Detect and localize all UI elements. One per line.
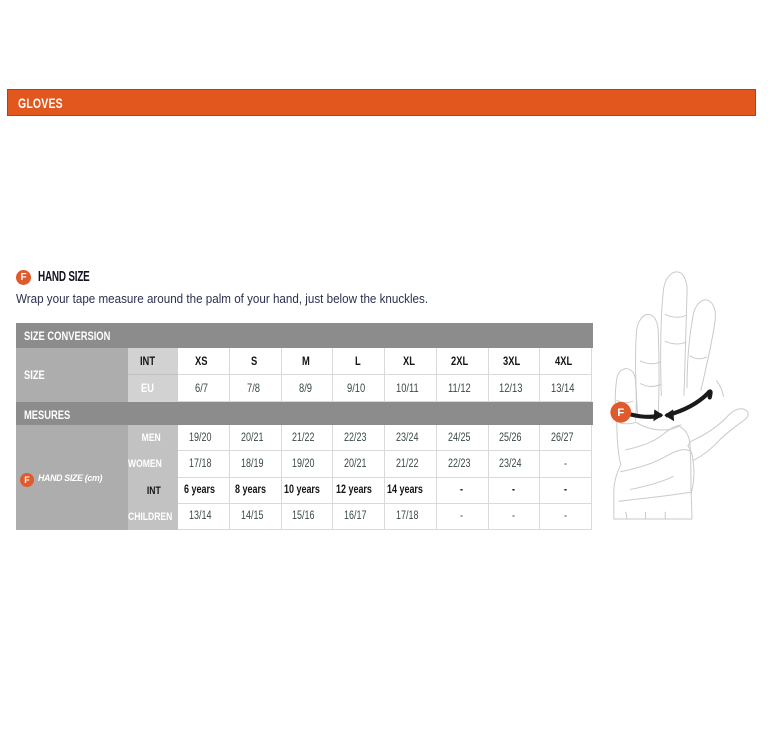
svg-text:F: F [617,407,624,419]
